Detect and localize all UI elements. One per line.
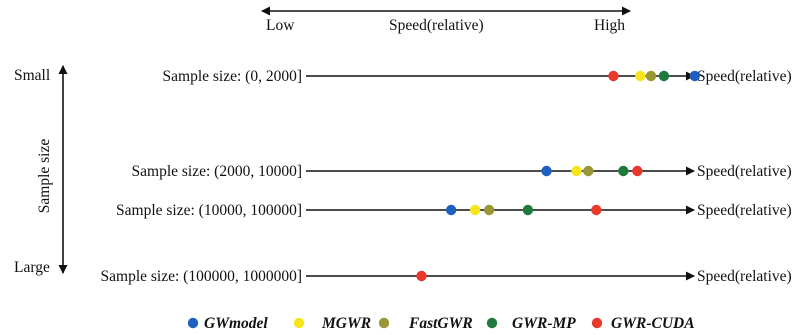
row-end-label: Speed(relative) <box>697 68 792 85</box>
legend-swatch-gwrcuda <box>591 317 603 329</box>
legend-item-gwrcuda: GWR-CUDA <box>591 315 695 332</box>
speed-high-label: High <box>594 17 625 34</box>
point-mgwr <box>571 165 582 177</box>
point-fastgwr <box>645 70 657 82</box>
legend-label: GWR-CUDA <box>611 315 695 332</box>
row-end-label: Speed(relative) <box>697 202 792 219</box>
sample-size-large-label: Large <box>14 259 50 276</box>
row-end-label: Speed(relative) <box>697 268 792 285</box>
speed-row: Sample size: (2000, 10000] Speed(relative… <box>132 163 792 180</box>
row-label: Sample size: (0, 2000] <box>163 68 302 85</box>
sample-size-small-label: Small <box>14 67 50 84</box>
row-label: Sample size: (10000, 100000] <box>116 202 302 219</box>
row-label: Sample size: (100000, 1000000] <box>101 268 302 285</box>
row-end-label: Speed(relative) <box>697 163 792 180</box>
speed-rows: Sample size: (0, 2000] Speed(relative)Sam… <box>101 68 792 285</box>
sample-size-axis: Small Large Sample size <box>14 65 68 276</box>
legend-swatch-fastgwr <box>378 317 390 329</box>
point-mgwr <box>635 70 646 82</box>
legend-label: GWR-MP <box>512 315 576 332</box>
point-gwrmp <box>522 204 534 216</box>
point-gwrmp <box>618 165 629 177</box>
row-label: Sample size: (2000, 10000] <box>132 163 302 180</box>
legend-label: FastGWR <box>408 315 473 332</box>
speed-row: Sample size: (10000, 100000] Speed(relati… <box>116 202 792 219</box>
legend-item-mgwr: MGWR <box>293 315 371 332</box>
legend-item-gwmodel: GWmodel <box>187 315 268 332</box>
sample-size-axis-title: Sample size <box>36 139 53 214</box>
point-gwmodel <box>541 165 552 177</box>
speed-row: Sample size: (0, 2000] Speed(relative) <box>163 68 792 85</box>
speed-row: Sample size: (100000, 1000000] Speed(rela… <box>101 268 792 285</box>
point-gwrcuda <box>591 204 602 216</box>
point-mgwr <box>469 204 481 216</box>
legend: GWmodel MGWR FastGWR GWR-MP GWR-CUDA <box>187 315 695 332</box>
point-gwrmp <box>658 70 670 82</box>
point-gwrcuda <box>608 70 619 82</box>
legend-swatch-mgwr <box>293 317 305 329</box>
legend-swatch-gwrmp <box>486 317 498 329</box>
point-gwrcuda <box>416 270 427 282</box>
speed-scale: Low Speed(relative) High <box>261 6 631 34</box>
point-fastgwr <box>583 165 594 177</box>
legend-label: MGWR <box>321 315 371 332</box>
point-gwmodel <box>689 70 700 82</box>
point-fastgwr <box>483 204 495 216</box>
speed-low-label: Low <box>266 17 295 34</box>
speed-scale-title: Speed(relative) <box>389 17 484 34</box>
point-gwrcuda <box>632 165 643 177</box>
point-gwmodel <box>445 204 457 216</box>
legend-item-gwrmp: GWR-MP <box>486 315 576 332</box>
legend-label: GWmodel <box>204 315 268 332</box>
legend-swatch-gwmodel <box>187 317 199 329</box>
legend-item-fastgwr: FastGWR <box>378 315 473 332</box>
